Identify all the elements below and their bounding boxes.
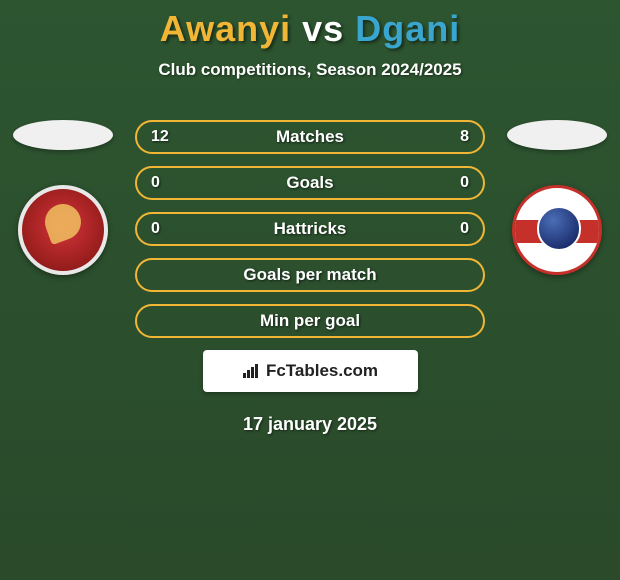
brand-text: FcTables.com — [266, 361, 378, 381]
stat-value-right: 8 — [445, 128, 469, 146]
stat-label: Matches — [276, 127, 344, 147]
stats-container: 12 Matches 8 0 Goals 0 0 Hattricks 0 Goa… — [135, 120, 485, 435]
stat-row-goals: 0 Goals 0 — [135, 166, 485, 200]
player2-name: Dgani — [355, 8, 460, 49]
stat-value-left: 0 — [151, 174, 175, 192]
stat-value-right: 0 — [445, 220, 469, 238]
stat-label: Goals — [286, 173, 333, 193]
stat-row-hattricks: 0 Hattricks 0 — [135, 212, 485, 246]
stat-row-matches: 12 Matches 8 — [135, 120, 485, 154]
player2-photo-placeholder — [507, 120, 607, 150]
stat-label: Min per goal — [260, 311, 360, 331]
chart-icon — [242, 363, 262, 379]
stat-row-min-per-goal: Min per goal — [135, 304, 485, 338]
player1-photo-placeholder — [13, 120, 113, 150]
season-subtitle: Club competitions, Season 2024/2025 — [0, 60, 620, 80]
player1-column — [8, 120, 118, 275]
comparison-title: Awanyi vs Dgani — [0, 0, 620, 50]
brand-watermark: FcTables.com — [203, 350, 418, 392]
stat-row-goals-per-match: Goals per match — [135, 258, 485, 292]
player2-club-badge — [512, 185, 602, 275]
stat-label: Goals per match — [243, 265, 376, 285]
vs-separator: vs — [302, 8, 344, 49]
player1-club-badge — [18, 185, 108, 275]
player1-name: Awanyi — [160, 8, 291, 49]
stat-value-left: 12 — [151, 128, 175, 146]
stat-value-right: 0 — [445, 174, 469, 192]
snapshot-date: 17 january 2025 — [135, 414, 485, 435]
stat-label: Hattricks — [274, 219, 347, 239]
stat-value-left: 0 — [151, 220, 175, 238]
player2-column — [502, 120, 612, 275]
